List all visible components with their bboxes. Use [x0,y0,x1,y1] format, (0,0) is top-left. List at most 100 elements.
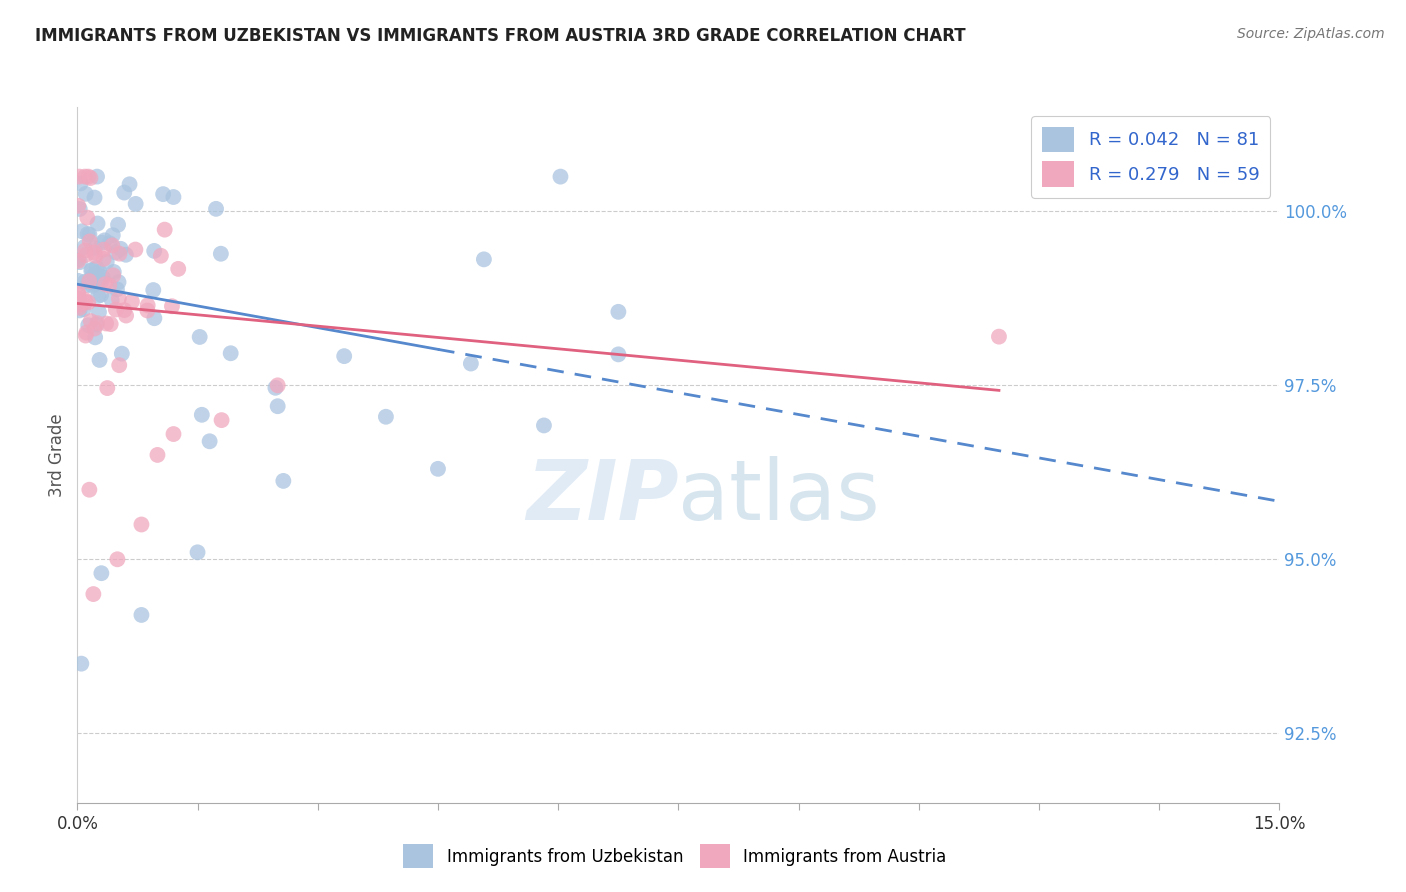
Point [70,657,93,671]
Point [82,269,104,284]
Point [188,330,211,344]
Point [112,186,135,200]
Point [80,264,103,278]
Point [205,202,228,216]
Point [83,191,105,205]
Point [77,318,100,333]
Y-axis label: 3rd Grade: 3rd Grade [48,413,66,497]
Point [79,483,101,497]
Point [427,462,450,476]
Point [69,202,91,216]
Point [104,245,127,260]
Point [550,169,572,184]
Point [198,434,221,449]
Point [267,378,290,392]
Point [73,275,96,289]
Point [209,246,232,260]
Point [191,408,214,422]
Point [98,278,121,293]
Point [143,244,166,258]
Point [472,252,495,267]
Point [77,169,100,184]
Point [162,190,184,204]
Point [136,298,159,312]
Point [73,169,96,184]
Point [75,326,97,340]
Point [67,274,90,288]
Point [76,227,98,241]
Point [83,277,105,291]
Point [75,248,97,262]
Point [131,607,153,622]
Legend: R = 0.042   N = 81, R = 0.279   N = 59: R = 0.042 N = 81, R = 0.279 N = 59 [1031,116,1271,198]
Point [75,244,97,258]
Point [988,329,1011,343]
Point [108,358,131,372]
Point [73,302,96,317]
Point [90,287,112,301]
Point [98,236,121,251]
Point [121,294,143,309]
Point [167,261,190,276]
Point [93,233,115,247]
Point [84,267,107,281]
Point [73,240,96,254]
Point [86,217,108,231]
Point [67,292,90,306]
Point [103,268,125,283]
Point [211,413,233,427]
Point [607,305,630,319]
Point [107,275,129,289]
Point [69,177,91,191]
Point [67,285,90,300]
Point [112,303,135,318]
Point [153,222,176,236]
Point [75,294,97,309]
Point [104,302,127,317]
Point [67,252,90,267]
Point [79,171,101,186]
Text: atlas: atlas [679,456,880,537]
Point [115,309,138,323]
Point [142,283,165,297]
Point [80,275,103,289]
Point [70,224,93,238]
Point [87,305,110,319]
Point [67,169,90,184]
Text: IMMIGRANTS FROM UZBEKISTAN VS IMMIGRANTS FROM AUSTRIA 3RD GRADE CORRELATION CHAR: IMMIGRANTS FROM UZBEKISTAN VS IMMIGRANTS… [35,27,966,45]
Text: Source: ZipAtlas.com: Source: ZipAtlas.com [1237,27,1385,41]
Point [460,357,482,371]
Point [67,254,90,268]
Point [75,328,97,343]
Point [124,243,146,257]
Point [143,311,166,326]
Point [103,265,125,279]
Point [110,242,132,256]
Point [118,178,141,192]
Point [607,347,630,361]
Point [84,249,107,263]
Point [91,270,114,285]
Point [136,303,159,318]
Point [69,255,91,269]
Point [82,587,104,601]
Point [94,317,117,331]
Point [86,260,108,275]
Point [91,235,114,250]
Point [67,292,90,306]
Point [83,245,105,260]
Point [82,262,104,277]
Point [162,427,184,442]
Point [264,381,287,395]
Point [79,227,101,242]
Point [84,241,107,255]
Point [267,399,290,413]
Point [333,349,356,363]
Point [82,278,104,293]
Point [80,314,103,328]
Point [90,274,112,288]
Point [93,252,115,266]
Point [77,295,100,310]
Point [87,289,110,303]
Text: ZIP: ZIP [526,456,679,537]
